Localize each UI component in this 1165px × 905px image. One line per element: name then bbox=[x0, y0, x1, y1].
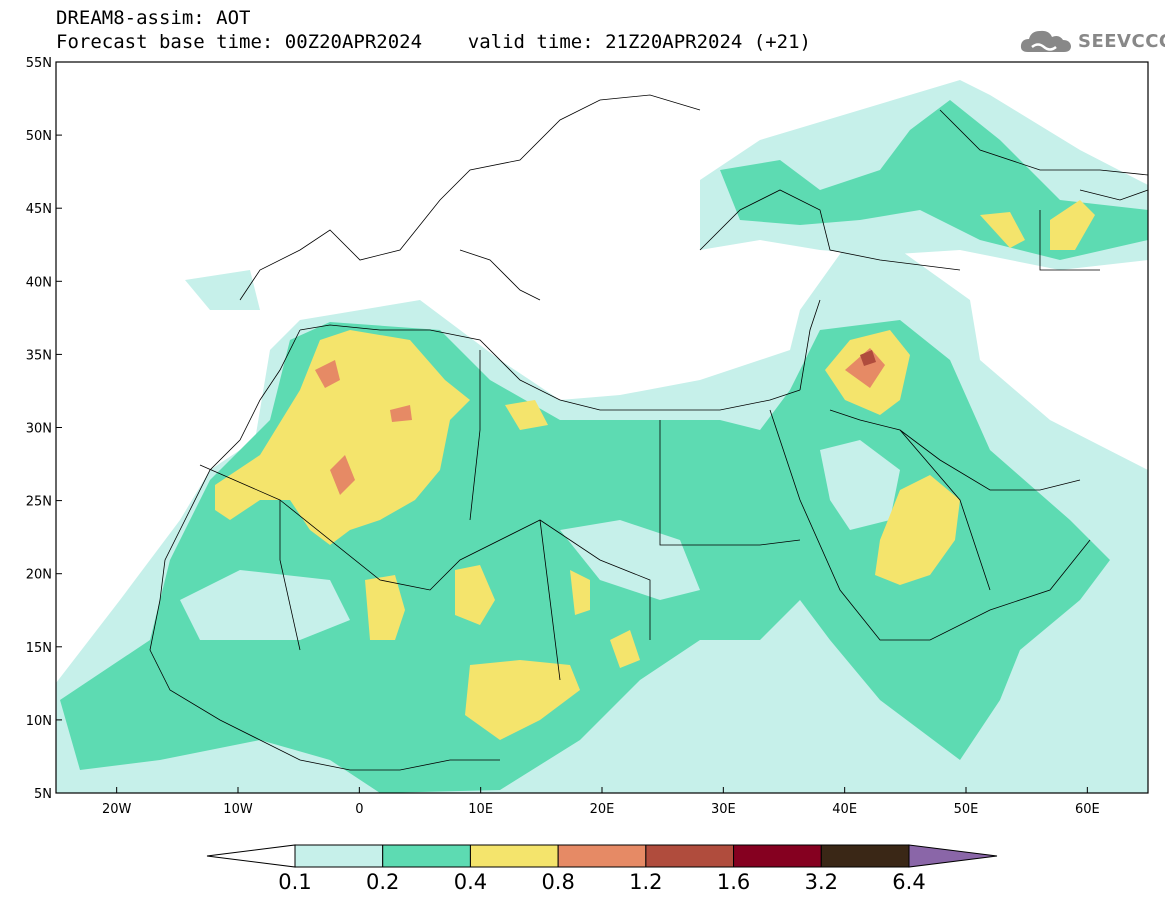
colorbar-cell bbox=[733, 844, 822, 868]
colorbar-label: 6.4 bbox=[892, 870, 926, 894]
lon-label: 20W bbox=[102, 802, 132, 817]
coastlines bbox=[149, 94, 1148, 771]
lon-label: 20E bbox=[590, 802, 615, 817]
colorbar-label: 1.6 bbox=[716, 870, 751, 894]
colorbar-label: 0.4 bbox=[453, 870, 488, 894]
aot-region-0.2-north bbox=[720, 100, 1148, 260]
aot-region-0.4-j bbox=[505, 400, 548, 430]
aot-region-0.4-d bbox=[465, 660, 580, 740]
lat-label: 55N bbox=[26, 56, 52, 71]
lat-label: 50N bbox=[26, 129, 52, 144]
lon-label: 10W bbox=[223, 802, 253, 817]
colorbar-label: 0.1 bbox=[278, 870, 312, 894]
title-line-1: DREAM8-assim: AOT bbox=[56, 7, 251, 29]
aot-region-0.4-b bbox=[365, 575, 405, 640]
lon-label: 30E bbox=[711, 802, 736, 817]
colorbar-max-arrow bbox=[908, 844, 998, 868]
aot-region-0.4-g bbox=[875, 475, 960, 585]
colorbar-cell bbox=[820, 844, 910, 868]
colorbar-min-arrow bbox=[206, 844, 296, 868]
aot-region-0.8-c bbox=[390, 405, 412, 422]
lon-label: 10E bbox=[468, 802, 493, 817]
aot-fields bbox=[56, 80, 1148, 793]
colorbar-label: 0.2 bbox=[366, 870, 400, 894]
lat-label: 45N bbox=[26, 202, 52, 217]
lat-label: 5N bbox=[34, 787, 52, 802]
colorbar-label: 1.2 bbox=[629, 870, 663, 894]
lon-label: 60E bbox=[1075, 802, 1100, 817]
aot-region-0.4 bbox=[215, 330, 470, 545]
aot-region-0.4-k bbox=[610, 630, 640, 668]
lat-label: 30N bbox=[26, 422, 52, 437]
lat-label: 10N bbox=[26, 714, 52, 729]
aot-region-0.4-c bbox=[455, 565, 495, 625]
aot-region-0.4-h bbox=[980, 212, 1025, 248]
aot-region-1.2 bbox=[860, 350, 876, 366]
colorbar-cell bbox=[294, 844, 384, 868]
lat-label: 40N bbox=[26, 275, 52, 290]
cloud-icon bbox=[1020, 30, 1071, 52]
axes: 55N 50N 45N 40N 35N 30N 25N 20N 15N 10N 5N 20W 10W 0 1… bbox=[26, 56, 1100, 817]
aot-region-0.8-b bbox=[330, 455, 355, 495]
colorbar-cell bbox=[469, 844, 559, 868]
aot-clear-patch-1 bbox=[180, 570, 350, 640]
colorbar-label: 3.2 bbox=[804, 870, 838, 894]
aot-region-0.4-i bbox=[1050, 200, 1095, 250]
seevccc-logo: SEEVCCC bbox=[1018, 26, 1165, 56]
lat-label: 20N bbox=[26, 568, 52, 583]
colorbar-cell bbox=[382, 844, 471, 868]
colorbar bbox=[206, 844, 998, 868]
lon-label: 50E bbox=[954, 802, 979, 817]
lat-label: 15N bbox=[26, 641, 52, 656]
colorbar-label: 0.8 bbox=[541, 870, 575, 894]
lat-label: 35N bbox=[26, 348, 52, 363]
aot-clear-patch-2 bbox=[560, 520, 700, 600]
colorbar-cell bbox=[645, 844, 735, 868]
lon-label: 40E bbox=[832, 802, 857, 817]
lon-label: 0 bbox=[355, 802, 363, 817]
aot-clear-patch-3 bbox=[820, 440, 900, 530]
aot-region-0.1-west bbox=[185, 270, 260, 310]
aot-region-0.4-e bbox=[570, 570, 590, 615]
title-line-2: Forecast base time: 00Z20APR2024 valid t… bbox=[56, 31, 811, 53]
aot-region-0.8 bbox=[315, 360, 340, 388]
lat-label: 25N bbox=[26, 495, 52, 510]
logo-text: SEEVCCC bbox=[1078, 30, 1165, 52]
aot-region-0.8-d bbox=[845, 348, 885, 388]
aot-clear-patch-4 bbox=[640, 680, 790, 740]
colorbar-cell bbox=[557, 844, 647, 868]
